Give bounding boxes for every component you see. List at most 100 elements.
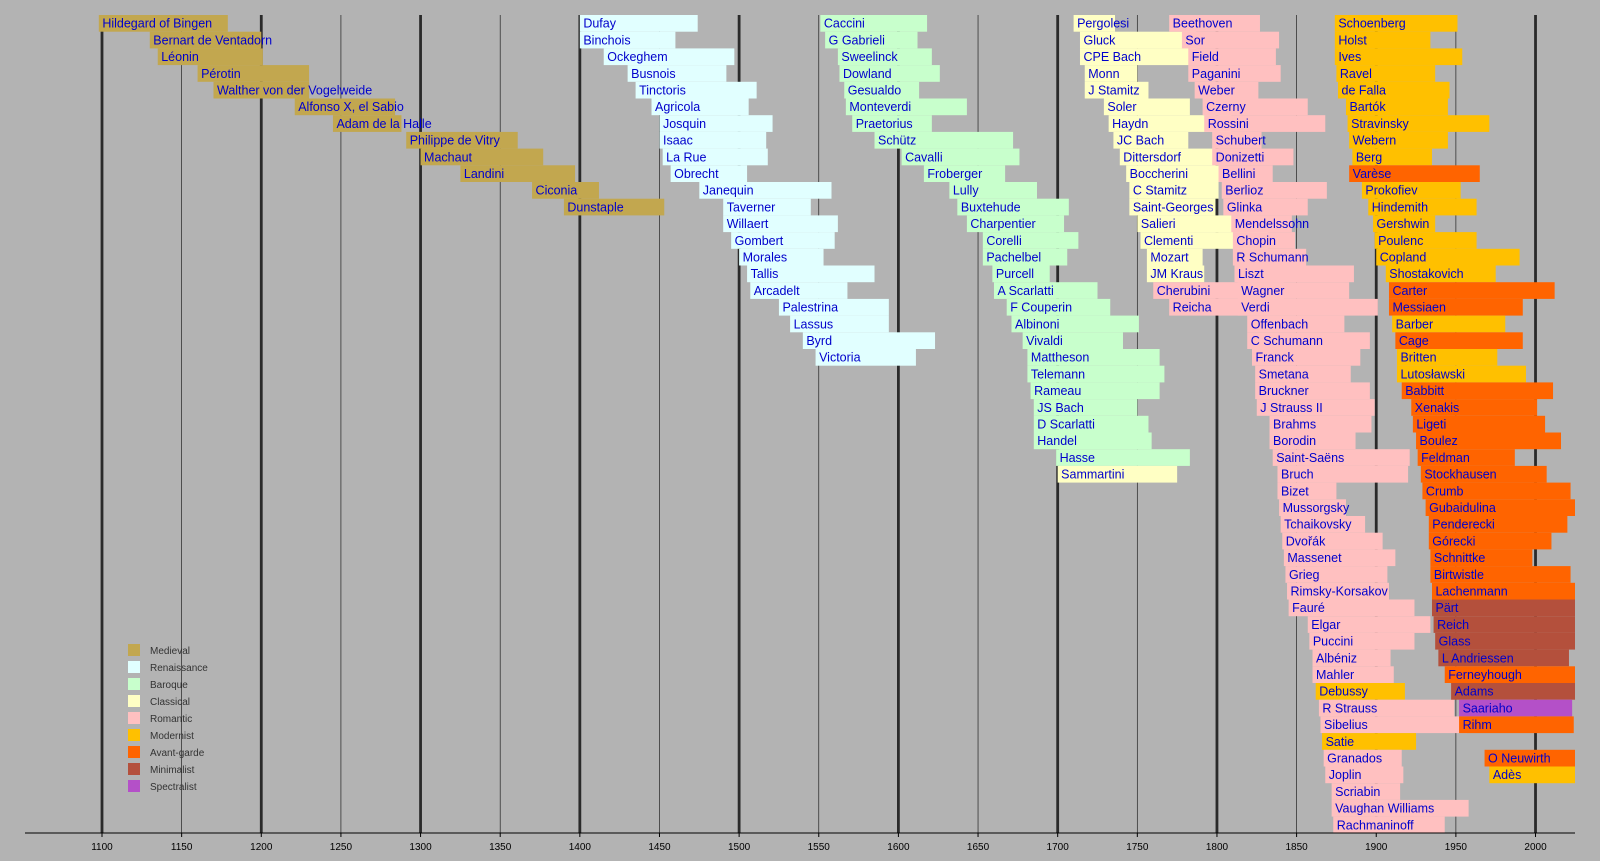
composer-name: Hildegard of Bingen xyxy=(102,17,212,31)
composer-name: Mendelssohn xyxy=(1235,217,1309,231)
composer-bar-pachelbel: Pachelbel xyxy=(982,248,1068,266)
composer-bar-sor: Sor xyxy=(1181,31,1280,49)
composer-name: Puccini xyxy=(1313,635,1353,649)
composer-bar-dufay: Dufay xyxy=(579,15,698,32)
composer-bar-fill xyxy=(1277,482,1337,500)
composer-bar-philippe-de-vitry: Philippe de Vitry xyxy=(406,131,518,149)
composer-name: Stravinsky xyxy=(1351,117,1409,131)
composer-bar-hildegard-of-bingen: Hildegard of Bingen xyxy=(98,15,228,32)
composer-name: Rihm xyxy=(1463,718,1492,732)
composer-bar-fill xyxy=(98,15,228,32)
composer-name: de Falla xyxy=(1342,84,1387,98)
composer-bar-perotin: Pérotin xyxy=(197,65,310,82)
composer-name: Cherubini xyxy=(1157,284,1211,298)
composer-name: Busnois xyxy=(631,67,675,81)
composer-bar-fill xyxy=(1146,248,1203,266)
composer-name: Adams xyxy=(1455,685,1494,699)
composer-name: Bruch xyxy=(1281,468,1314,482)
composer-bar-fill xyxy=(1395,332,1523,349)
composer-name: Ligeti xyxy=(1416,418,1446,432)
x-tick-label-1200: 1200 xyxy=(250,842,273,853)
composer-name: Bartók xyxy=(1349,100,1386,114)
composer-bar-granados: Granados xyxy=(1323,749,1402,767)
composer-bar-fill xyxy=(1033,399,1138,416)
composer-bar-fill xyxy=(1425,499,1575,516)
composer-name: Gombert xyxy=(735,234,784,248)
composer-bar-satie: Satie xyxy=(1322,733,1417,750)
composer-bar-fill xyxy=(1347,115,1490,132)
composer-bar-stravinsky: Stravinsky xyxy=(1347,115,1490,132)
composer-name: C Stamitz xyxy=(1133,184,1187,198)
legend-item-minimalist: Minimalist xyxy=(128,763,195,776)
composer-bar-agricola: Agricola xyxy=(651,98,749,116)
composer-name: Cavalli xyxy=(905,150,943,164)
composer-name: Reicha xyxy=(1173,301,1212,315)
composer-bar-puccini: Puccini xyxy=(1309,632,1415,650)
composer-bar-paganini: Paganini xyxy=(1188,65,1281,82)
composer-bar-fill xyxy=(1309,632,1415,650)
composer-name: Scriabin xyxy=(1335,785,1380,799)
composer-bar-pergolesi: Pergolesi xyxy=(1073,15,1129,32)
composer-bar-fill xyxy=(982,248,1068,266)
composer-bar-tchaikovsky: Tchaikovsky xyxy=(1280,516,1366,533)
composer-name: Webern xyxy=(1353,134,1397,148)
composer-bar-smetana: Smetana xyxy=(1255,365,1351,383)
composer-bar-verdi: Verdi xyxy=(1237,298,1378,316)
composer-bar-fill xyxy=(1396,365,1526,383)
composer-name: Handel xyxy=(1037,434,1077,448)
composer-bar-fill xyxy=(1079,31,1197,49)
x-tick-label-1850: 1850 xyxy=(1285,842,1308,853)
composer-bar-rihm: Rihm xyxy=(1459,716,1574,734)
composer-bar-fill xyxy=(1433,616,1575,633)
x-tick-label-2000: 2000 xyxy=(1524,842,1547,853)
composer-name: J Strauss II xyxy=(1260,401,1323,415)
composer-bar-palestrina: Palestrina xyxy=(778,298,889,316)
composer-bar-fill xyxy=(1269,432,1356,450)
legend-item-baroque: Baroque xyxy=(128,678,188,691)
composer-name: G Gabrieli xyxy=(829,33,885,47)
composer-bar-fill xyxy=(1352,148,1432,166)
composer-name: Ferneyhough xyxy=(1448,668,1522,682)
composer-name: Dunstaple xyxy=(567,200,623,214)
composer-name: Joplin xyxy=(1329,768,1362,782)
legend-swatch xyxy=(128,678,140,690)
composer-bar-fill xyxy=(1349,131,1448,149)
composer-bar-reich: Reich xyxy=(1433,616,1575,633)
composer-name: CPE Bach xyxy=(1083,50,1141,64)
legend-item-renaissance: Renaissance xyxy=(128,661,208,674)
composer-name: Carter xyxy=(1392,284,1427,298)
composer-bar-g-gabrieli: G Gabrieli xyxy=(825,31,918,49)
composer-bar-fill xyxy=(1221,182,1327,199)
composer-bar-carter: Carter xyxy=(1388,282,1555,299)
composer-bar-fill xyxy=(1376,248,1520,266)
composer-bar-fill xyxy=(1325,766,1404,784)
composer-bar-fill xyxy=(852,115,932,132)
composer-name: Prokofiev xyxy=(1365,184,1418,198)
composer-bar-fill xyxy=(406,131,518,149)
composer-name: Elgar xyxy=(1311,618,1340,632)
composer-name: Donizetti xyxy=(1216,150,1265,164)
composer-bar-fill xyxy=(1126,165,1225,182)
composer-name: Wagner xyxy=(1241,284,1284,298)
composer-name: Beethoven xyxy=(1173,17,1233,31)
composer-name: Boccherini xyxy=(1130,167,1188,181)
composer-bar-mussorgsky: Mussorgsky xyxy=(1279,499,1350,516)
composer-name: Ives xyxy=(1338,50,1361,64)
composer-name: Crumb xyxy=(1426,484,1464,498)
composer-bar-fill xyxy=(1451,683,1575,700)
composer-bar-fill xyxy=(1169,15,1260,32)
composer-bar-fill xyxy=(1212,148,1294,166)
composer-bar-stockhausen: Stockhausen xyxy=(1420,465,1547,483)
composer-name: Hasse xyxy=(1060,451,1095,465)
composer-bar-busnois: Busnois xyxy=(627,65,727,82)
composer-name: Grieg xyxy=(1289,568,1320,582)
composer-bar-fill xyxy=(1056,449,1190,466)
composer-name: Franck xyxy=(1256,351,1295,365)
composer-bar-glass: Glass xyxy=(1435,632,1575,650)
composer-name: Clementi xyxy=(1144,234,1193,248)
composer-bar-fill xyxy=(1430,549,1533,567)
composer-name: Mussorgsky xyxy=(1283,501,1350,515)
composer-bar-joplin: Joplin xyxy=(1325,766,1404,784)
composer-bar-fill xyxy=(1288,599,1415,617)
composer-bar-massenet: Massenet xyxy=(1283,549,1396,567)
